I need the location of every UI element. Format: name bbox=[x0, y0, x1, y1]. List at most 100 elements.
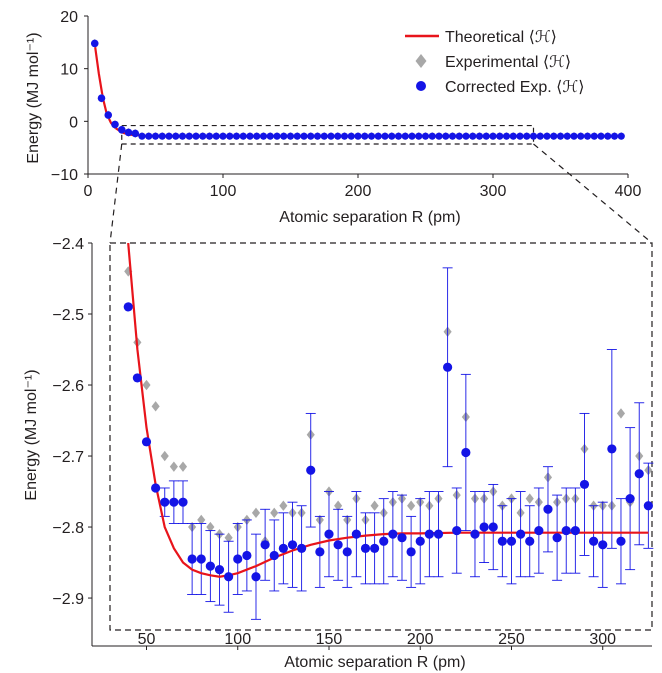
overview-corrected-point bbox=[226, 132, 234, 140]
zoom-y-tick-label: −2.6 bbox=[52, 378, 84, 395]
overview-corrected-point bbox=[340, 132, 349, 140]
zoom-y-tick-label: −2.8 bbox=[52, 520, 84, 537]
overview-corrected-point bbox=[577, 132, 585, 140]
zoom-y-tick-label: −2.5 bbox=[52, 307, 84, 324]
overview-corrected-point bbox=[529, 132, 538, 140]
overview-corrected-point bbox=[259, 132, 268, 140]
overview-corrected-point bbox=[266, 132, 274, 140]
zoom-connector-left bbox=[109, 143, 123, 244]
overview-corrected-point bbox=[313, 132, 322, 140]
zoom-corrected-point bbox=[379, 536, 389, 546]
overview-corrected-point bbox=[138, 132, 146, 140]
overview-corrected-point bbox=[253, 132, 261, 140]
zoom-corrected-point bbox=[141, 437, 152, 447]
zoom-corrected-point bbox=[643, 501, 653, 511]
overview-corrected-point bbox=[219, 132, 227, 140]
overview-corrected-point bbox=[347, 132, 355, 140]
overview-corrected-point bbox=[367, 132, 376, 140]
overview-corrected-point bbox=[421, 132, 430, 140]
overview-corrected-point bbox=[300, 132, 308, 140]
overview-corrected-point bbox=[172, 132, 180, 140]
overview-corrected-point bbox=[509, 132, 517, 140]
zoom-corrected-point bbox=[461, 447, 471, 458]
legend-experimental-label: Experimental ⟨ℋ⟩ bbox=[445, 54, 571, 71]
zoom-corrected-point bbox=[570, 525, 580, 536]
zoom-x-tick-label: 250 bbox=[498, 631, 525, 648]
legend-experimental-swatch bbox=[415, 54, 427, 68]
overview-corrected-point bbox=[556, 132, 565, 140]
zoom-connector-lines bbox=[109, 143, 653, 244]
overview-y-tick-label: 20 bbox=[60, 9, 78, 26]
overview-corrected-point bbox=[394, 132, 403, 140]
overview-corrected-point bbox=[192, 132, 200, 140]
overview-corrected-point bbox=[543, 132, 551, 140]
zoom-corrected-point bbox=[132, 373, 142, 383]
zoom-corrected-point bbox=[598, 540, 608, 550]
overview-corrected-point bbox=[388, 132, 396, 140]
overview-corrected-point bbox=[293, 132, 301, 140]
overview-corrected-point bbox=[374, 132, 382, 140]
zoom-corrected-point bbox=[424, 529, 434, 539]
zoom-corrected-point bbox=[479, 522, 489, 532]
zoom-experimental-point bbox=[206, 521, 215, 533]
overview-corrected-point bbox=[90, 39, 99, 48]
overview-corrected-point bbox=[327, 132, 335, 140]
overview-corrected-point bbox=[550, 132, 558, 140]
zoom-experimental-point bbox=[334, 500, 343, 511]
zoom-corrected-point bbox=[351, 529, 361, 539]
overview-corrected-point bbox=[496, 132, 504, 140]
overview-corrected-point bbox=[448, 132, 457, 140]
overview-corrected-point bbox=[428, 132, 436, 140]
zoom-experimental-point bbox=[270, 507, 279, 519]
zoom-experimental-point bbox=[151, 401, 160, 412]
overview-corrected-point bbox=[124, 128, 133, 137]
zoom-corrected-point bbox=[470, 529, 480, 539]
zoom-corrected-point bbox=[370, 543, 380, 553]
overview-corrected-point bbox=[408, 132, 416, 140]
zoom-x-tick-label: 50 bbox=[138, 631, 156, 648]
overview-corrected-point bbox=[212, 132, 220, 140]
overview-corrected-point bbox=[415, 132, 423, 140]
zoom-experimental-point bbox=[178, 461, 188, 472]
overview-corrected-point bbox=[462, 132, 470, 140]
zoom-corrected-point bbox=[260, 540, 270, 550]
zoom-corrected-point bbox=[224, 572, 234, 582]
overview-corrected-point bbox=[590, 132, 598, 140]
overview-corrected-point bbox=[401, 132, 409, 140]
zoom-corrected-point bbox=[315, 547, 325, 557]
overview-corrected-point bbox=[597, 132, 605, 140]
overview-corrected-point bbox=[131, 129, 140, 138]
overview-plot: 0 100 200 300 400 −10 0 10 20 Atomic separation … bbox=[25, 9, 641, 226]
zoom-corrected-point bbox=[506, 536, 517, 546]
zoom-corrected-point bbox=[388, 529, 398, 539]
overview-x-tick-label: 200 bbox=[345, 183, 372, 200]
zoom-experimental-point bbox=[407, 500, 416, 511]
zoom-corrected-point bbox=[397, 533, 407, 543]
zoom-corrected-point bbox=[333, 540, 343, 550]
overview-x-tick-label: 400 bbox=[615, 183, 642, 200]
overview-x-axis-label: Atomic separation R (pm) bbox=[279, 209, 460, 226]
zoom-corrected-point bbox=[534, 525, 544, 536]
zoom-y-tick-label: −2.4 bbox=[52, 236, 84, 253]
zoom-corrected-point bbox=[433, 529, 444, 539]
overview-corrected-point bbox=[489, 132, 497, 140]
zoom-corrected-point bbox=[278, 543, 288, 553]
overview-corrected-point bbox=[523, 132, 531, 140]
overview-corrected-point bbox=[239, 132, 247, 140]
overview-corrected-point bbox=[205, 132, 214, 140]
legend-corrected-swatch bbox=[416, 81, 426, 91]
overview-y-tick-label: 10 bbox=[60, 62, 78, 79]
zoom-x-axis-label: Atomic separation R (pm) bbox=[284, 654, 465, 671]
overview-corrected-point bbox=[475, 132, 484, 140]
zoom-experimental-point bbox=[142, 379, 151, 391]
overview-corrected-point bbox=[307, 132, 315, 140]
zoom-x-tick-label: 300 bbox=[589, 631, 616, 648]
zoom-corrected-point bbox=[625, 494, 635, 504]
zoom-corrected-point bbox=[306, 465, 316, 475]
zoom-corrected-point bbox=[233, 554, 243, 564]
zoom-corrected-point bbox=[160, 497, 170, 507]
overview-y-axis-label: Energy (MJ mol⁻¹) bbox=[25, 32, 42, 163]
overview-corrected-point bbox=[502, 132, 511, 140]
overview-corrected-point bbox=[158, 132, 166, 140]
